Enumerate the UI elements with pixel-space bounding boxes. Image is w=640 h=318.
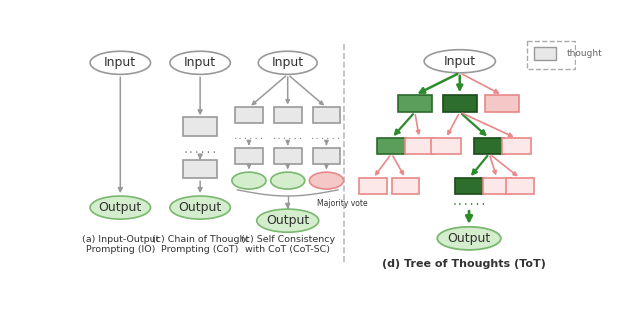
Text: Input: Input [184,56,216,69]
Bar [235,148,263,164]
Text: ......: ...... [233,132,265,141]
Bar [443,95,477,112]
Text: Output: Output [447,232,491,245]
Bar [312,148,340,164]
Text: ......: ...... [271,132,304,141]
Text: (a) Input-Output: (a) Input-Output [82,235,159,245]
Bar [404,138,434,154]
Bar [274,148,301,164]
Bar [183,117,217,136]
Ellipse shape [170,51,230,74]
Bar [392,178,419,194]
Text: ......: ...... [182,145,218,155]
Text: (d) Tree of Thoughts (ToT): (d) Tree of Thoughts (ToT) [381,259,545,269]
Text: Output: Output [179,201,221,214]
Text: Output: Output [266,214,309,227]
Ellipse shape [259,51,317,74]
Bar [502,138,531,154]
Text: ......: ...... [451,197,486,207]
Text: Input: Input [104,56,136,69]
Bar [359,178,387,194]
Text: Prompting (CoT): Prompting (CoT) [161,245,239,254]
Text: Input: Input [271,56,304,69]
Text: Majority vote: Majority vote [317,199,368,208]
Bar [235,107,263,123]
Bar [397,95,432,112]
Text: with CoT (CoT-SC): with CoT (CoT-SC) [245,245,330,254]
Text: Input: Input [444,55,476,68]
Bar [377,138,406,154]
Bar [534,47,556,60]
Ellipse shape [309,172,344,189]
Bar [483,178,511,194]
Bar [485,95,520,112]
Bar [474,138,504,154]
Ellipse shape [90,196,150,219]
Bar [312,107,340,123]
Bar [527,41,575,69]
Ellipse shape [90,51,150,74]
Bar [274,107,301,123]
Ellipse shape [257,209,319,232]
Text: Prompting (IO): Prompting (IO) [86,245,155,254]
Text: (c) Self Consistency: (c) Self Consistency [241,235,335,245]
Bar [431,138,461,154]
Ellipse shape [232,172,266,189]
Ellipse shape [424,50,495,73]
Text: (c) Chain of Thought: (c) Chain of Thought [152,235,249,245]
Text: Output: Output [99,201,142,214]
Ellipse shape [170,196,230,219]
Bar [506,178,534,194]
Text: thought: thought [566,49,602,58]
Ellipse shape [271,172,305,189]
Bar [183,160,217,178]
Ellipse shape [437,227,501,250]
Bar [455,178,483,194]
Text: ......: ...... [310,132,342,141]
